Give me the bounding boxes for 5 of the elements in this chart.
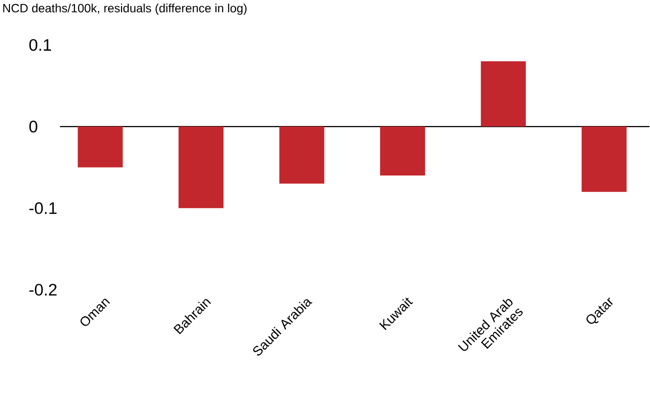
y-tick-label: -0.1	[29, 202, 57, 214]
y-axis-title: NCD deaths/100k, residuals (difference in log)	[3, 4, 247, 15]
y-tick-label: -0.2	[29, 284, 57, 296]
y-tick-label: 0.1	[29, 39, 52, 52]
y-tick-label: 0	[29, 120, 38, 133]
